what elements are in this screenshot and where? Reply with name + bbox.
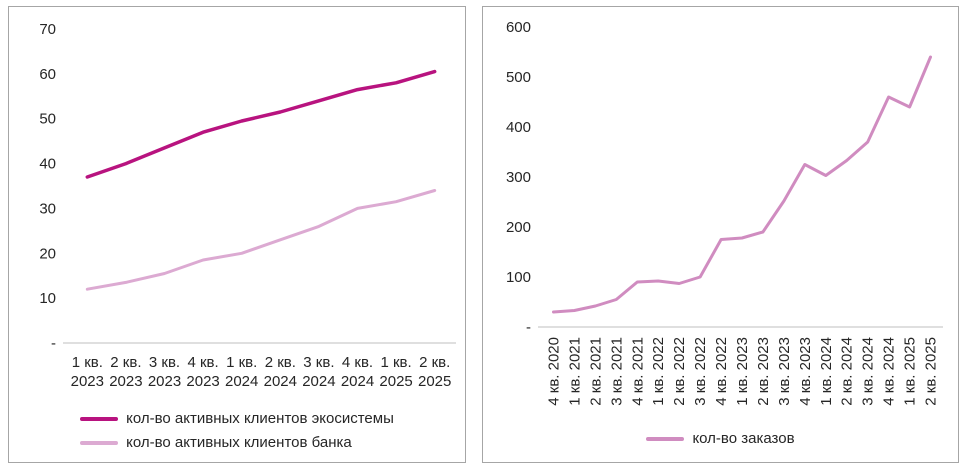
x-tick-label: 1 кв. bbox=[72, 354, 103, 371]
y-tick-label: - bbox=[526, 319, 531, 336]
orders-chart-legend: кол-во заказов bbox=[646, 429, 795, 449]
clients-chart-panel: - 10 20 30 40 50 60 70 1 кв. 2023 2 кв. 2023 3 кв. 20… bbox=[8, 6, 466, 463]
clients-line-chart: - 10 20 30 40 50 60 70 1 кв. 2023 2 кв. 2023 3 кв. 20… bbox=[39, 21, 456, 390]
x-tick-label: 4 кв. bbox=[342, 354, 373, 371]
x-tick-label: 4 кв. 2020 bbox=[545, 337, 562, 406]
x-tick-label: 4 кв. 2021 bbox=[629, 337, 646, 406]
legend-label: кол-во заказов bbox=[692, 430, 795, 447]
x-tick-label: 2023 bbox=[148, 373, 181, 390]
y-tick-label: 10 bbox=[39, 290, 56, 307]
series-line bbox=[551, 55, 932, 314]
x-tick-label: 3 кв. 2024 bbox=[859, 337, 876, 406]
x-tick-label: 2025 bbox=[418, 373, 451, 390]
x-tick-label: 2 кв. 2021 bbox=[587, 337, 604, 406]
x-tick-label: 2024 bbox=[264, 373, 297, 390]
y-tick-label: 300 bbox=[505, 169, 530, 186]
x-tick-label: 2023 bbox=[186, 373, 219, 390]
legend-item: кол-во активных клиентов экосистемы bbox=[80, 409, 394, 429]
legend-line-swatch bbox=[80, 417, 119, 421]
x-tick-label: 4 кв. 2023 bbox=[796, 337, 813, 406]
x-tick-label: 1 кв. 2025 bbox=[901, 337, 918, 406]
legend-item: кол-во активных клиентов банка bbox=[80, 433, 352, 453]
x-tick-label: 2023 bbox=[71, 373, 104, 390]
x-tick-label: 3 кв. 2023 bbox=[775, 337, 792, 406]
series-line bbox=[85, 189, 437, 291]
x-tick-label: 2 кв. bbox=[110, 354, 141, 371]
y-tick-label: 70 bbox=[39, 21, 56, 38]
x-tick-label: 3 кв. bbox=[149, 354, 180, 371]
y-tick-label: 20 bbox=[39, 245, 56, 262]
y-tick-label: 60 bbox=[39, 66, 56, 83]
y-tick-label: 100 bbox=[505, 269, 530, 286]
x-tick-label: 2 кв. bbox=[265, 354, 296, 371]
y-tick-label: 200 bbox=[505, 219, 530, 236]
x-tick-label: 1 кв. bbox=[226, 354, 257, 371]
y-tick-label: 500 bbox=[505, 69, 530, 86]
x-tick-label: 3 кв. 2021 bbox=[608, 337, 625, 406]
x-tick-label: 4 кв. 2022 bbox=[713, 337, 730, 406]
y-tick-label: 30 bbox=[39, 200, 56, 217]
x-tick-label: 2024 bbox=[225, 373, 258, 390]
legend-label: кол-во активных клиентов экосистемы bbox=[126, 410, 394, 427]
x-tick-label: 2 кв. 2022 bbox=[671, 337, 688, 406]
legend-line-swatch bbox=[80, 441, 119, 445]
x-tick-label: 3 кв. 2022 bbox=[692, 337, 709, 406]
y-tick-label: 40 bbox=[39, 156, 56, 173]
x-tick-label: 1 кв. bbox=[380, 354, 411, 371]
legend-item: кол-во заказов bbox=[646, 429, 795, 449]
x-tick-label: 3 кв. bbox=[303, 354, 334, 371]
x-tick-label: 4 кв. bbox=[187, 354, 218, 371]
x-tick-label: 1 кв. 2021 bbox=[566, 337, 583, 406]
x-tick-label: 2 кв. 2023 bbox=[754, 337, 771, 406]
x-tick-label: 2 кв. 2025 bbox=[922, 337, 939, 406]
x-tick-label: 1 кв. 2023 bbox=[734, 337, 751, 406]
orders-chart-panel: -100 200 300 400 500 600 4 кв. 2020 1 кв. 2021 2… bbox=[482, 6, 959, 463]
x-tick-label: 2 кв. 2024 bbox=[838, 337, 855, 406]
x-tick-label: 2024 bbox=[302, 373, 335, 390]
series-line bbox=[85, 69, 437, 179]
legend-label: кол-во активных клиентов банка bbox=[126, 434, 352, 451]
x-tick-label: 1 кв. 2024 bbox=[817, 337, 834, 406]
legend-line-swatch bbox=[646, 437, 685, 441]
x-tick-label: 2 кв. bbox=[419, 354, 450, 371]
x-tick-label: 2024 bbox=[341, 373, 374, 390]
x-tick-label: 1 кв. 2022 bbox=[650, 337, 667, 406]
y-tick-label: - bbox=[51, 335, 56, 352]
clients-chart-legend: кол-во активных клиентов экосистемы кол-в… bbox=[80, 409, 394, 453]
x-tick-label: 2025 bbox=[379, 373, 412, 390]
x-tick-label: 2023 bbox=[109, 373, 142, 390]
y-tick-label: 50 bbox=[39, 111, 56, 128]
y-tick-label: 600 bbox=[505, 19, 530, 36]
y-tick-label: 400 bbox=[505, 119, 530, 136]
x-tick-label: 4 кв. 2024 bbox=[880, 337, 897, 406]
